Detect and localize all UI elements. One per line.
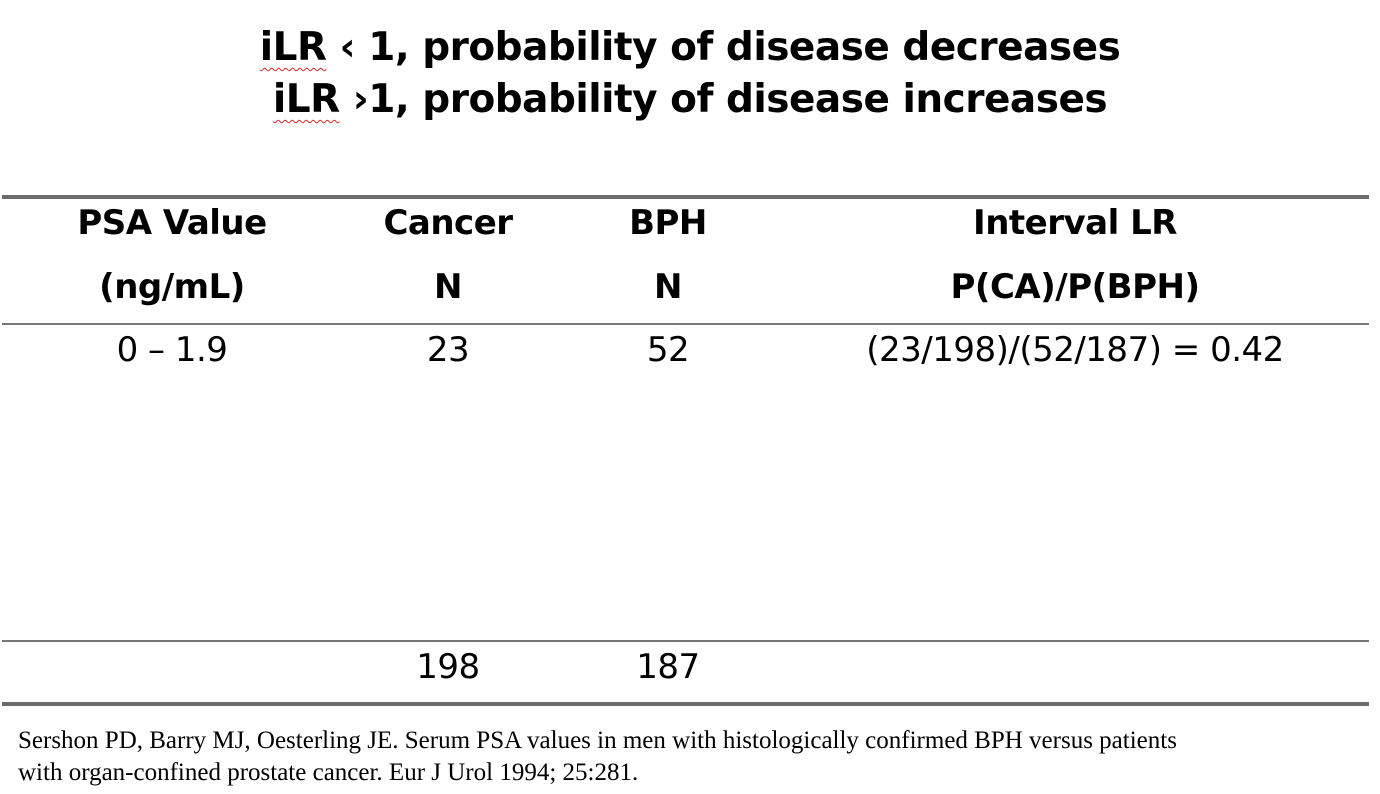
title-line-1: iLR ‹ 1, probability of disease decrease…: [0, 22, 1380, 74]
header-divider: [2, 323, 1369, 325]
header-bph: BPH: [629, 203, 707, 243]
title-line-2: iLR ›1, probability of disease increases: [0, 74, 1380, 126]
table-bottom-rule: [2, 702, 1369, 706]
header-interval-lr: Interval LR: [973, 203, 1177, 243]
total-bph: 187: [636, 647, 700, 687]
total-cancer: 198: [416, 647, 480, 687]
header-cancer: Cancer: [383, 203, 513, 243]
table-top-rule: [2, 195, 1369, 199]
citation-text: Sershon PD, Barry MJ, Oesterling JE. Ser…: [18, 727, 1177, 786]
title-line-1-text: ‹ 1, probability of disease decreases: [326, 25, 1121, 70]
cell-interval-lr: (23/198)/(52/187) = 0.42: [866, 330, 1284, 370]
totals-divider: [2, 640, 1369, 642]
header-bph-n: N: [654, 267, 682, 307]
header-psa-value: PSA Value: [77, 203, 267, 243]
cell-psa-range: 0 – 1.9: [116, 330, 228, 370]
cell-bph-count: 52: [646, 330, 690, 370]
header-interval-lr-formula: P(CA)/P(BPH): [950, 267, 1200, 307]
spellcheck-underlined-ilr: iLR: [272, 77, 340, 122]
spellcheck-underlined-ilr: iLR: [259, 25, 327, 70]
title-line-2-text: ›1, probability of disease increases: [339, 77, 1108, 122]
slide-title: iLR ‹ 1, probability of disease decrease…: [0, 22, 1380, 126]
cell-cancer-count: 23: [426, 330, 470, 370]
header-cancer-n: N: [434, 267, 462, 307]
header-psa-units: (ng/mL): [99, 267, 245, 307]
